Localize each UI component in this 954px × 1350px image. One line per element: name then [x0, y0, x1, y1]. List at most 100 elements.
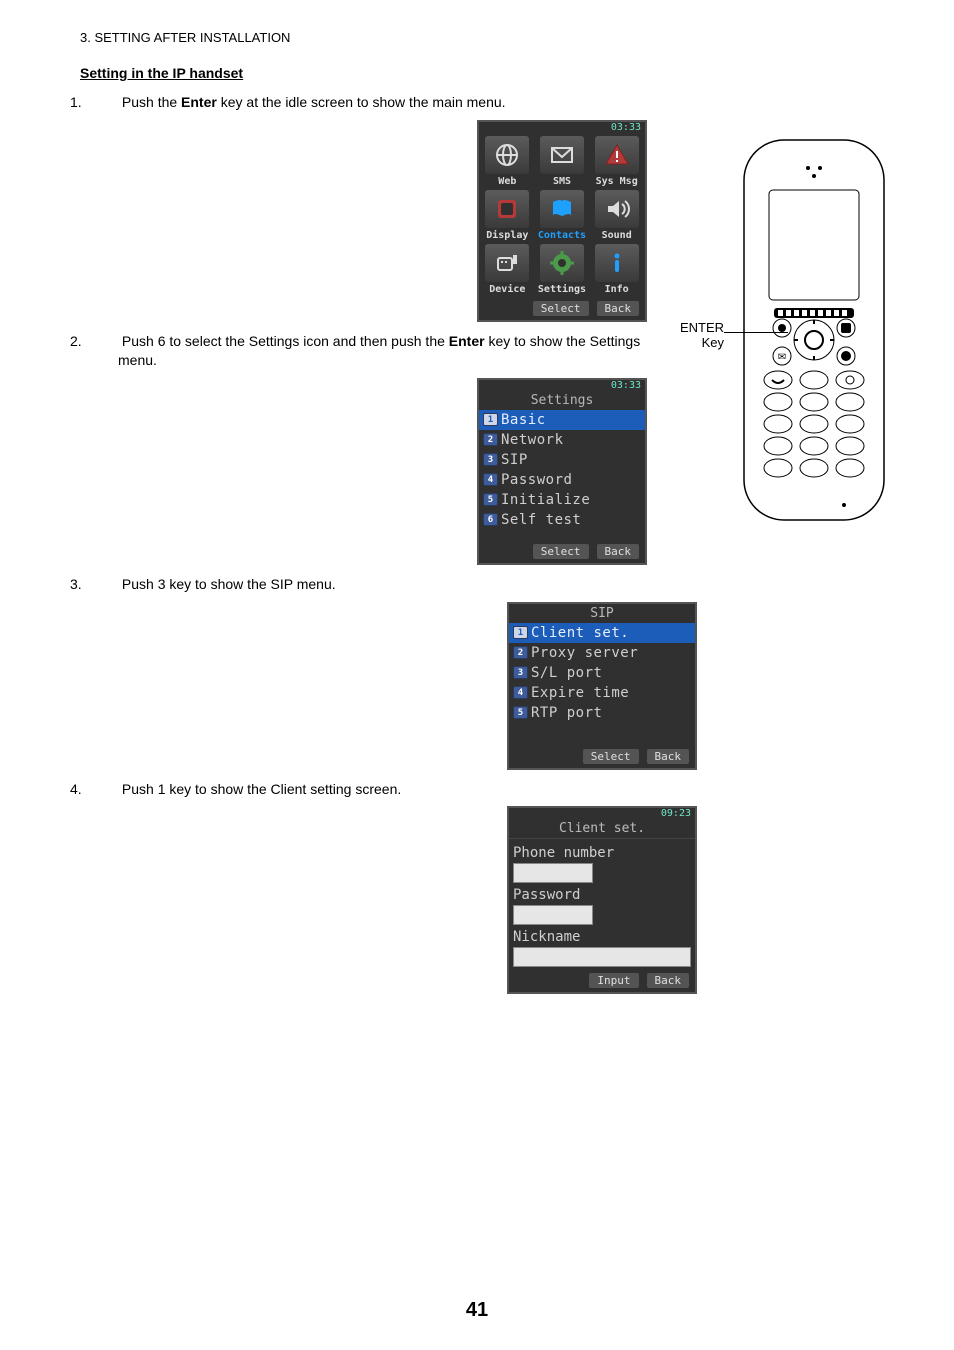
client-softkeys: Input Back: [509, 969, 695, 992]
settings-list: 1Basic2Network3SIP4Password5Initialize6S…: [479, 410, 645, 530]
menu-item-label: Basic: [501, 412, 546, 428]
main-menu-cell-device[interactable]: Device: [481, 243, 534, 295]
book-icon: [539, 189, 585, 229]
menu-index-badge: 2: [483, 433, 498, 446]
client-set-screen: 09:23 Client set. Phone number Password Ni…: [507, 806, 697, 994]
main-menu-label: Settings: [538, 284, 586, 295]
menu-index-badge: 3: [513, 666, 528, 679]
step-3-num: 3.: [94, 575, 118, 594]
menu-item-label: Proxy server: [531, 645, 638, 661]
menu-item-network[interactable]: 2Network: [479, 430, 645, 450]
client-title: Client set.: [509, 819, 695, 839]
frame-icon: [484, 189, 530, 229]
main-menu-label: Device: [489, 284, 525, 295]
softkey-back[interactable]: Back: [597, 301, 640, 316]
globe-icon: [484, 135, 530, 175]
info-icon: [594, 243, 640, 283]
main-menu-cell-sms[interactable]: SMS: [536, 135, 589, 187]
menu-item-initialize[interactable]: 5Initialize: [479, 490, 645, 510]
menu-item-password[interactable]: 4Password: [479, 470, 645, 490]
subsection-title: Setting in the IP handset: [80, 65, 874, 81]
menu-item-client-set-[interactable]: 1Client set.: [509, 623, 695, 643]
menu-item-expire-time[interactable]: 4Expire time: [509, 683, 695, 703]
settings-softkeys: Select Back: [479, 540, 645, 563]
field-input-phone-number[interactable]: [513, 863, 593, 883]
menu-index-badge: 6: [483, 513, 498, 526]
menu-index-badge: 1: [513, 626, 528, 639]
section-number: 3. SETTING AFTER INSTALLATION: [80, 30, 874, 45]
menu-item-basic[interactable]: 1Basic: [479, 410, 645, 430]
settings-title: Settings: [479, 391, 645, 410]
menu-index-badge: 4: [513, 686, 528, 699]
step-1-bold: Enter: [181, 94, 217, 110]
menu-item-proxy-server[interactable]: 2Proxy server: [509, 643, 695, 663]
menu-index-badge: 5: [513, 706, 528, 719]
menu-index-badge: 5: [483, 493, 498, 506]
field-input-nickname[interactable]: [513, 947, 691, 967]
menu-item-s-l-port[interactable]: 3S/L port: [509, 663, 695, 683]
field-label-nickname: Nickname: [513, 929, 691, 945]
warning-icon: [594, 135, 640, 175]
settings-time: 03:33: [479, 380, 645, 391]
enter-label-line1: ENTER: [680, 320, 724, 335]
step-4: 4. Push 1 key to show the Client setting…: [118, 780, 678, 799]
menu-index-badge: 1: [483, 413, 498, 426]
client-body: Phone number Password Nickname: [509, 839, 695, 969]
step-1: 1. Push the Enter key at the idle screen…: [118, 93, 678, 112]
settings-screen: 03:33 Settings 1Basic2Network3SIP4Passwo…: [477, 378, 647, 565]
field-input-password[interactable]: [513, 905, 593, 925]
step-1-text-after: key at the idle screen to show the main …: [217, 94, 506, 110]
enter-key-label: ENTER Key: [680, 320, 724, 350]
menu-item-label: S/L port: [531, 665, 602, 681]
client-time: 09:23: [509, 808, 695, 819]
menu-item-label: Client set.: [531, 625, 629, 641]
menu-item-rtp-port[interactable]: 5RTP port: [509, 703, 695, 723]
step-2-text-before: Push 6 to select the Settings icon and t…: [122, 333, 449, 349]
main-menu-cell-contacts[interactable]: Contacts: [536, 189, 589, 241]
softkey-input[interactable]: Input: [589, 973, 638, 988]
softkey-select[interactable]: Select: [533, 544, 589, 559]
sip-screen: SIP 1Client set.2Proxy server3S/L port4E…: [507, 602, 697, 770]
main-menu-grid: Web SMS Sys Msg Display Contacts Sound Device S…: [479, 133, 645, 297]
softkey-back[interactable]: Back: [647, 973, 690, 988]
main-menu-cell-sound[interactable]: Sound: [590, 189, 643, 241]
menu-item-label: Network: [501, 432, 564, 448]
main-menu-screen: 03:33 WebSMSSys MsgDisplayContactsSoundD…: [477, 120, 647, 322]
softkey-select[interactable]: Select: [533, 301, 589, 316]
menu-index-badge: 2: [513, 646, 528, 659]
step-4-num: 4.: [94, 780, 118, 799]
enter-label-line2: Key: [680, 335, 724, 350]
speaker-icon: [594, 189, 640, 229]
menu-index-badge: 4: [483, 473, 498, 486]
main-menu-cell-settings[interactable]: Settings: [536, 243, 589, 295]
field-label-phone-number: Phone number: [513, 845, 691, 861]
main-menu-cell-display[interactable]: Display: [481, 189, 534, 241]
softkey-back[interactable]: Back: [597, 544, 640, 559]
main-menu-label: Contacts: [538, 230, 586, 241]
main-menu-label: SMS: [553, 176, 571, 187]
main-menu-cell-info[interactable]: Info: [590, 243, 643, 295]
page-number: 41: [0, 1299, 954, 1322]
menu-item-sip[interactable]: 3SIP: [479, 450, 645, 470]
menu-item-label: Expire time: [531, 685, 629, 701]
main-menu-label: Info: [605, 284, 629, 295]
step-3: 3. Push 3 key to show the SIP menu.: [118, 575, 678, 594]
handset-illustration: ✉: [734, 130, 894, 530]
step-2: 2. Push 6 to select the Settings icon an…: [118, 332, 678, 370]
step-1-num: 1.: [94, 93, 118, 112]
step-1-text-before: Push the: [122, 94, 181, 110]
menu-item-label: Password: [501, 472, 572, 488]
gear-icon: [539, 243, 585, 283]
menu-item-label: Initialize: [501, 492, 590, 508]
softkey-back[interactable]: Back: [647, 749, 690, 764]
main-menu-cell-web[interactable]: Web: [481, 135, 534, 187]
main-menu-cell-sys-msg[interactable]: Sys Msg: [590, 135, 643, 187]
menu-item-self-test[interactable]: 6Self test: [479, 510, 645, 530]
menu-item-label: Self test: [501, 512, 581, 528]
field-label-password: Password: [513, 887, 691, 903]
step-2-num: 2.: [94, 332, 118, 351]
step-2-bold: Enter: [449, 333, 485, 349]
main-menu-label: Sound: [602, 230, 632, 241]
main-menu-label: Display: [486, 230, 528, 241]
softkey-select[interactable]: Select: [583, 749, 639, 764]
